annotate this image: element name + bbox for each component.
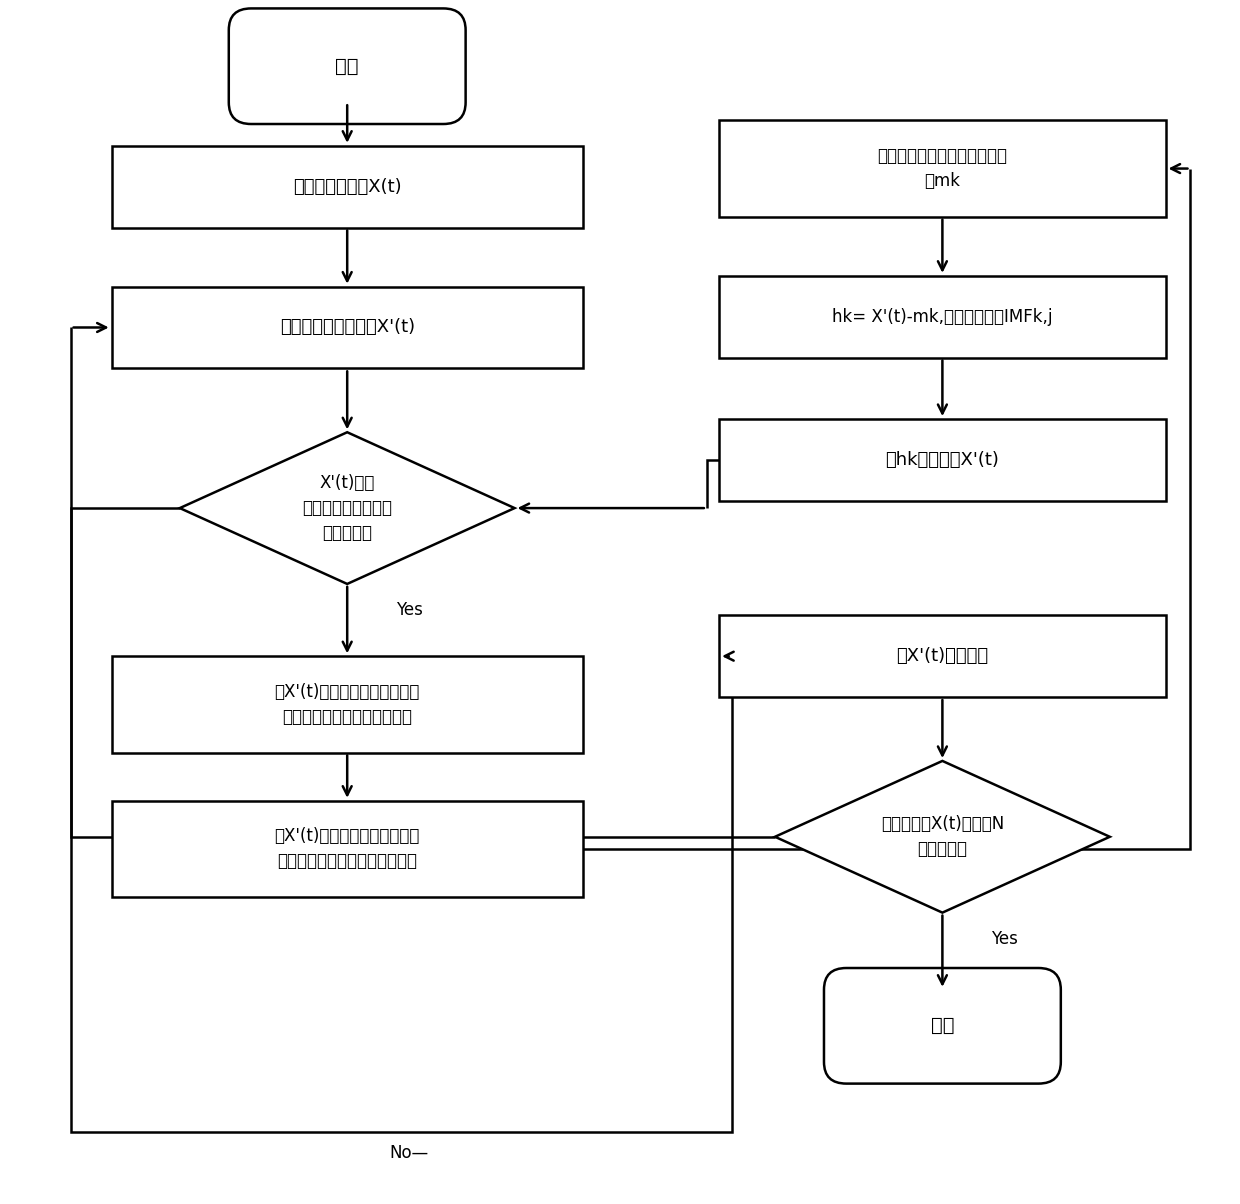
Text: 上包络线和下包络线的均值记
作mk: 上包络线和下包络线的均值记 作mk	[878, 147, 1007, 190]
Text: 加上随机白噪声形成X'(t): 加上随机白噪声形成X'(t)	[280, 319, 414, 336]
FancyBboxPatch shape	[112, 656, 583, 752]
FancyBboxPatch shape	[719, 615, 1166, 697]
FancyBboxPatch shape	[112, 146, 583, 228]
Text: 将原始信号记为X(t): 将原始信号记为X(t)	[293, 178, 402, 195]
FancyBboxPatch shape	[719, 276, 1166, 358]
Text: 将X'(t)所有的极小值用三次样
条插值函数拟合形成下包络线；: 将X'(t)所有的极小值用三次样 条插值函数拟合形成下包络线；	[274, 827, 420, 870]
Text: No—: No—	[389, 1145, 429, 1162]
FancyBboxPatch shape	[229, 8, 466, 124]
Text: Yes: Yes	[991, 931, 1018, 948]
Text: Yes: Yes	[396, 602, 423, 619]
Text: 是否已经对X(t)重复了N
次尺度分解: 是否已经对X(t)重复了N 次尺度分解	[880, 815, 1004, 858]
FancyBboxPatch shape	[719, 120, 1166, 217]
Text: 结束: 结束	[931, 1016, 954, 1035]
Text: X'(t)是否
至少有一个极大值和
一个极小值: X'(t)是否 至少有一个极大值和 一个极小值	[303, 474, 392, 542]
Polygon shape	[180, 432, 515, 584]
FancyBboxPatch shape	[719, 419, 1166, 501]
Text: 开始: 开始	[336, 57, 358, 76]
Text: hk= X'(t)-mk,得到尺度分量IMFk,j: hk= X'(t)-mk,得到尺度分量IMFk,j	[832, 308, 1053, 325]
Polygon shape	[775, 761, 1110, 913]
FancyBboxPatch shape	[112, 287, 583, 368]
FancyBboxPatch shape	[112, 801, 583, 897]
Text: 将X'(t)所有的极大值用三次样
条插值函数拟合形成上包络线: 将X'(t)所有的极大值用三次样 条插值函数拟合形成上包络线	[274, 683, 420, 726]
FancyBboxPatch shape	[823, 968, 1060, 1084]
Text: 将X'(t)记为余波: 将X'(t)记为余波	[897, 648, 988, 665]
Text: 将hk记为新的X'(t): 将hk记为新的X'(t)	[885, 452, 999, 468]
